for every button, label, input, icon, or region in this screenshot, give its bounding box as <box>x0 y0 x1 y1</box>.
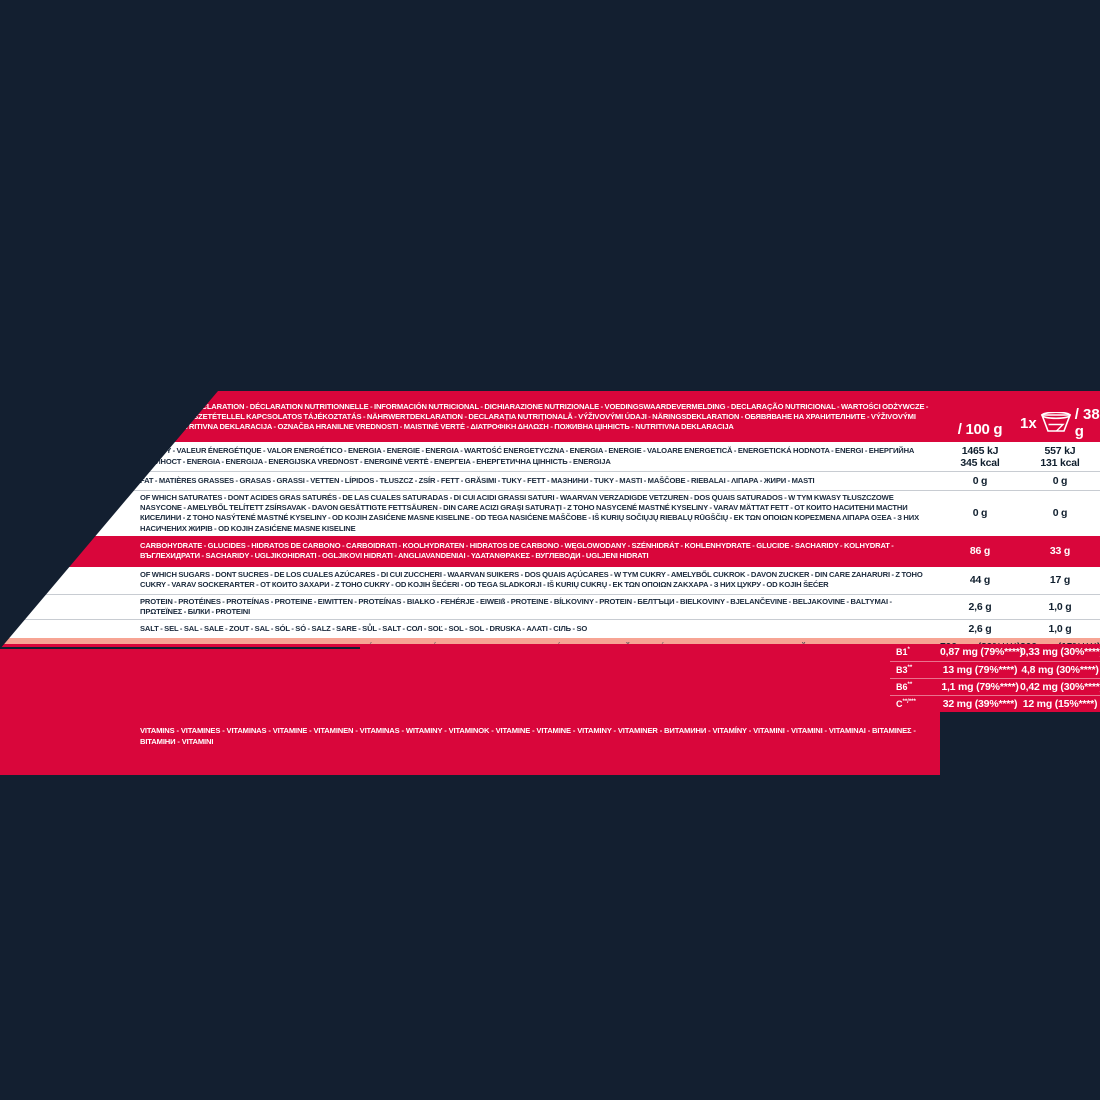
vitamin-name-c: C**/*** <box>890 695 940 712</box>
value-b6-per100: 1,1 mg (79%****) <box>940 678 1020 696</box>
vitamins-spacer <box>0 661 890 678</box>
vitamins-spacer <box>0 695 890 712</box>
value-salt-serving: 1,0 g <box>1020 619 1100 639</box>
value-salt-per100: 2,6 g <box>940 619 1020 639</box>
vitamins-spacer <box>0 678 890 695</box>
vitamin-row-c: C**/*** 32 mg (39%****) 12 mg (15%****) <box>0 695 1100 712</box>
vitamins-spacer <box>0 644 890 661</box>
value-b3-per100: 13 mg (79%****) <box>940 661 1020 679</box>
row-label-saturates: OF WHICH SATURATES - DONT ACIDES GRAS SA… <box>0 490 940 536</box>
vitamin-row-b1: B1* 0,87 mg (79%****) 0,33 mg (30%****) <box>0 644 1100 662</box>
value-b6-serving: 0,42 mg (30%****) <box>1020 678 1100 696</box>
row-label-energy: ENERGY - VALEUR ÉNERGÉTIQUE - VALOR ENER… <box>0 442 940 472</box>
value-carbohydrate-serving: 33 g <box>1020 535 1100 567</box>
value-saturates-per100: 0 g <box>940 490 1020 536</box>
value-sugars-per100: 44 g <box>940 566 1020 595</box>
table-row: FAT - MATIÈRES GRASSES - GRASAS - GRASSI… <box>0 471 1100 491</box>
row-label-protein: PROTEIN - PROTÉINES - PROTEÍNAS - PROTEI… <box>0 594 940 621</box>
value-b1-serving: 0,33 mg (30%****) <box>1020 644 1100 662</box>
row-label-sugars: OF WHICH SUGARS - DONT SUCRES - DE LOS C… <box>0 566 940 595</box>
value-carbohydrate-per100: 86 g <box>940 535 1020 567</box>
value-energy-serving: 557 kJ 131 kcal <box>1020 442 1100 472</box>
vitamin-b3-footnote: ** <box>907 664 913 671</box>
vitamin-row-b6: B6** 1,1 mg (79%****) 0,42 mg (30%****) <box>0 678 1100 696</box>
table-row: ENERGY - VALEUR ÉNERGÉTIQUE - VALOR ENER… <box>0 442 1100 472</box>
value-c-serving: 12 mg (15%****) <box>1020 695 1100 712</box>
row-label-vitamins: VITAMINS - VITAMINES - VITAMINAS - VITAM… <box>140 726 916 746</box>
value-b3-serving: 4,8 mg (30%****) <box>1020 661 1100 679</box>
vitamin-name-b1: B1* <box>890 644 940 662</box>
serving-multiplier: 1x <box>1020 414 1037 432</box>
table-row: OF WHICH SATURATES - DONT ACIDES GRAS SA… <box>0 490 1100 536</box>
nutritional-declaration-title: NUTRITIONAL DECLARATION - DÉCLARATION NU… <box>0 391 940 442</box>
value-protein-per100: 2,6 g <box>940 594 1020 621</box>
column-header-per-100g: / 100 g <box>940 391 1020 442</box>
vitamin-row-b3: B3** 13 mg (79%****) 4,8 mg (30%****) <box>0 661 1100 679</box>
value-energy-per100: 1465 kJ 345 kcal <box>940 442 1020 472</box>
value-fat-per100: 0 g <box>940 471 1020 491</box>
cup-icon <box>1039 411 1073 434</box>
value-c-per100: 32 mg (39%****) <box>940 695 1020 712</box>
table-row: SALT - SEL - SAL - SALE - ZOUT - SAL - S… <box>0 619 1100 639</box>
row-label-salt: SALT - SEL - SAL - SALE - ZOUT - SAL - S… <box>0 619 940 639</box>
value-b1-per100: 0,87 mg (79%****) <box>940 644 1023 662</box>
row-label-fat: FAT - MATIÈRES GRASSES - GRASAS - GRASSI… <box>0 471 940 491</box>
vitamin-name-b6: B6** <box>890 678 940 696</box>
value-protein-serving: 1,0 g <box>1020 594 1100 621</box>
vitamin-b1-footnote: * <box>907 647 910 654</box>
value-sugars-serving: 17 g <box>1020 566 1100 595</box>
vitamin-name-b3: B3** <box>890 661 940 679</box>
value-fat-serving: 0 g <box>1020 471 1100 491</box>
table-row: OF WHICH SUGARS - DONT SUCRES - DE LOS C… <box>0 566 1100 595</box>
vitamins-table: B1* 0,87 mg (79%****) 0,33 mg (30%****) … <box>0 644 1100 712</box>
vitamin-c-footnote: **/*** <box>902 698 916 705</box>
table-header-row: NUTRITIONAL DECLARATION - DÉCLARATION NU… <box>0 391 1100 442</box>
nutrition-panel: NUTRITIONAL DECLARATION - DÉCLARATION NU… <box>0 391 1100 775</box>
row-label-carbohydrate: CARBOHYDRATE - GLUCIDES - HIDRATOS DE CA… <box>0 535 940 567</box>
value-saturates-serving: 0 g <box>1020 490 1100 536</box>
vitamin-b6-footnote: ** <box>907 681 913 688</box>
serving-size-label: / 38 g <box>1074 406 1100 440</box>
column-header-serving: 1x / 38 g <box>1020 391 1100 442</box>
table-row: CARBOHYDRATE - GLUCIDES - HIDRATOS DE CA… <box>0 535 1100 567</box>
table-row: PROTEIN - PROTÉINES - PROTEÍNAS - PROTEI… <box>0 594 1100 621</box>
nutrition-table: NUTRITIONAL DECLARATION - DÉCLARATION NU… <box>0 391 1100 775</box>
